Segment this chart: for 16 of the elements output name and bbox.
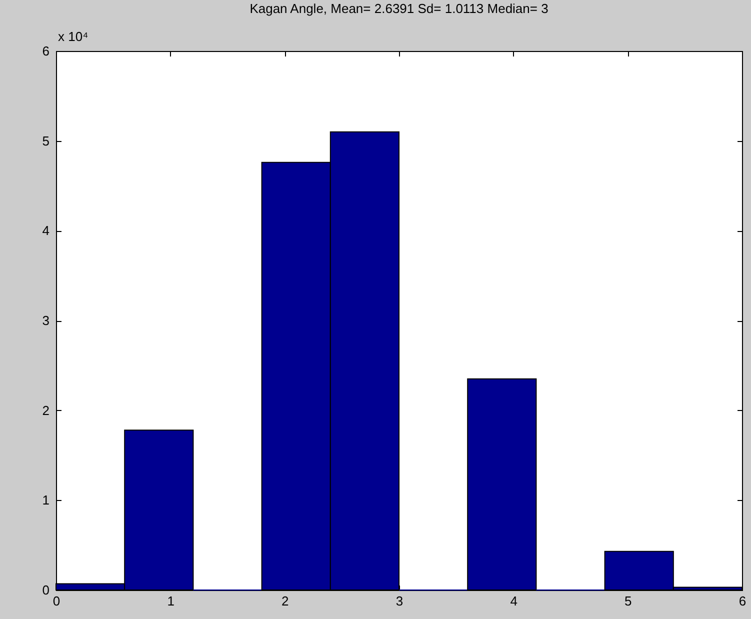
x-tick-label: 2 (282, 594, 289, 608)
x-tick-label: 4 (510, 594, 518, 608)
x-tick-label: 1 (167, 594, 174, 608)
y-tick-label: 2 (42, 402, 50, 418)
y-tick-label: 1 (42, 492, 50, 508)
x-tick-label: 5 (624, 594, 632, 608)
x-tick-label: 3 (396, 594, 404, 608)
x-tick-label: 0 (52, 594, 60, 608)
y-tick-label: 3 (42, 313, 50, 328)
y-tick-label: 0 (42, 582, 50, 598)
x-tick-label: 6 (738, 594, 746, 608)
y-tick-label: 4 (42, 223, 50, 238)
chart-title: Kagan Angle, Mean= 2.6391 Sd= 1.0113 Median= 3 (250, 1, 548, 16)
text: x 10⁴ (58, 29, 88, 44)
y-tick-label: 5 (42, 133, 50, 148)
y-tick-label: 6 (42, 44, 50, 58)
